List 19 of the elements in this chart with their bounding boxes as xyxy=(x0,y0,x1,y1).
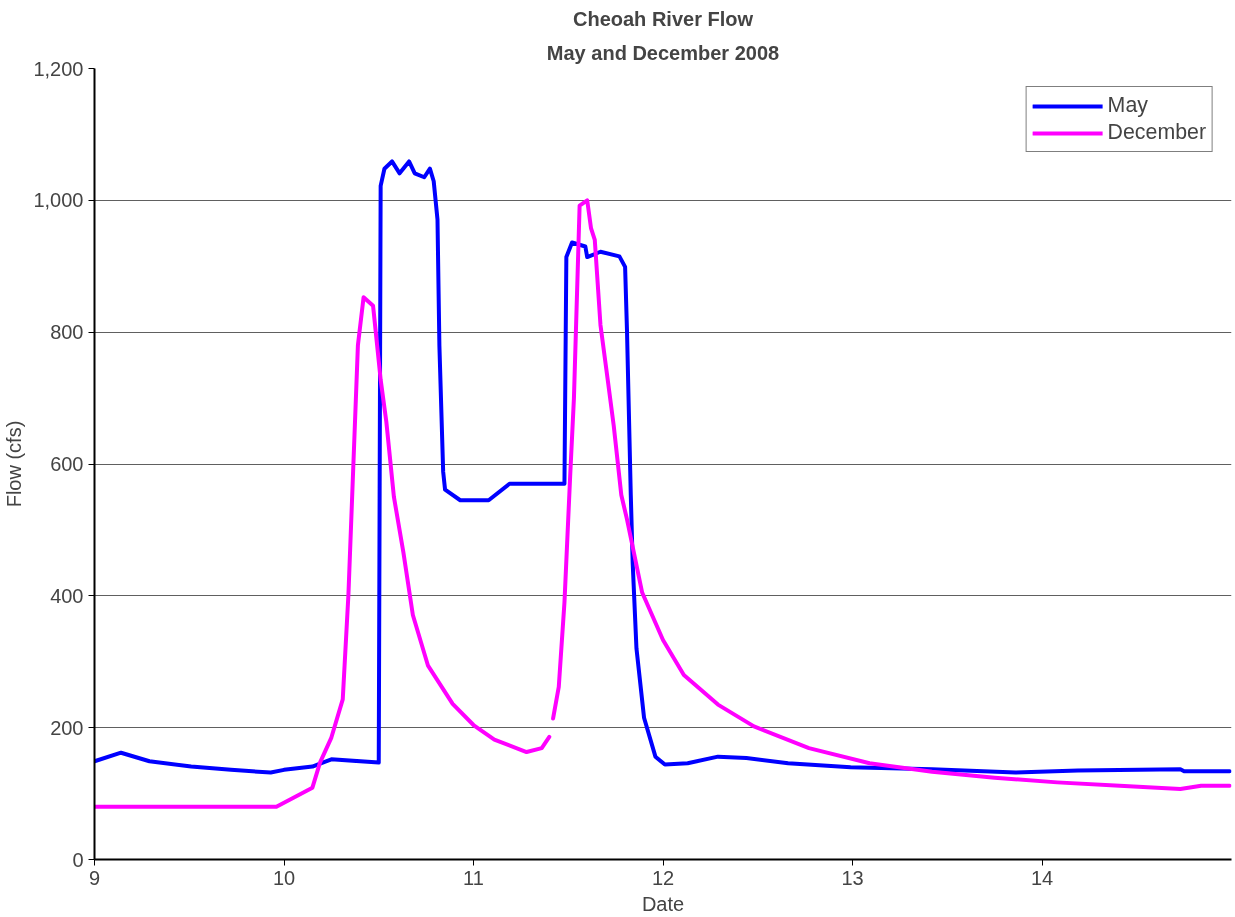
chart-subtitle: May and December 2008 xyxy=(546,41,780,64)
y-tick-label: 1,000 xyxy=(33,189,84,212)
y-tick-label: 0 xyxy=(72,848,84,871)
y-tick-label: 200 xyxy=(50,716,84,739)
x-tick-label: 10 xyxy=(272,866,296,889)
x-tick-label: 14 xyxy=(1030,866,1054,889)
y-axis-title: Flow (cfs) xyxy=(3,420,26,508)
x-tick-label: 11 xyxy=(463,866,484,889)
legend-label: May xyxy=(1107,93,1148,118)
y-tick-label: 600 xyxy=(50,453,84,475)
y-tick-label: 800 xyxy=(50,321,84,344)
y-tick-label: 1,200 xyxy=(33,57,84,80)
x-tick-label: 12 xyxy=(651,866,675,889)
chart-title: Cheoah River Flow xyxy=(572,7,754,30)
y-tick-label: 400 xyxy=(50,584,84,607)
x-tick-label: 13 xyxy=(841,866,864,889)
x-tick-label: 9 xyxy=(88,866,101,889)
legend-label: December xyxy=(1107,120,1206,145)
x-axis-title: Date xyxy=(641,892,685,915)
